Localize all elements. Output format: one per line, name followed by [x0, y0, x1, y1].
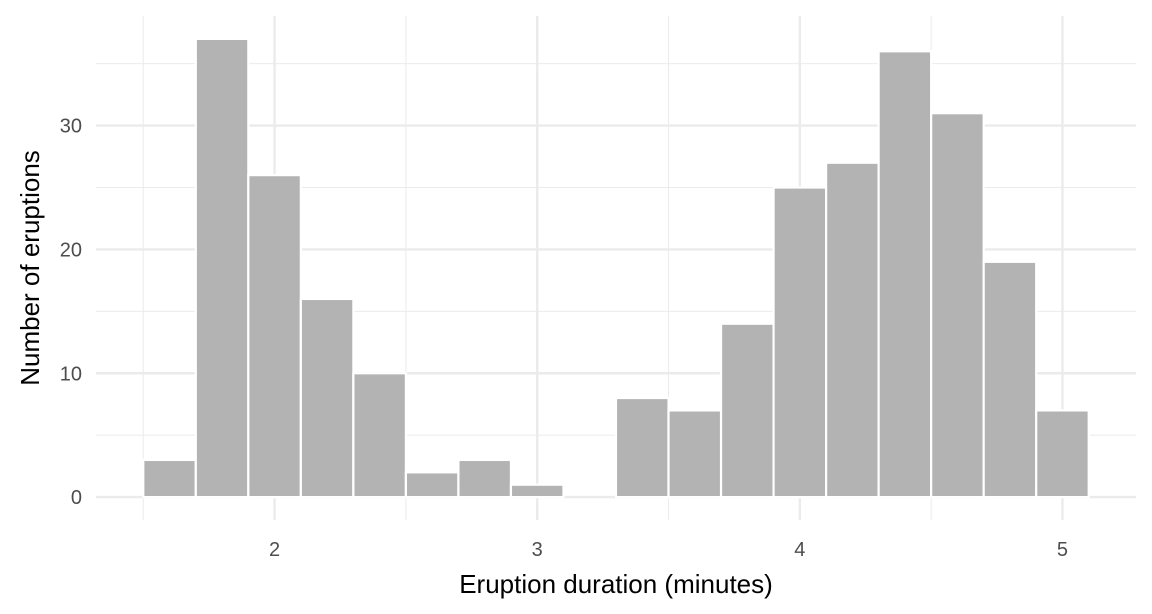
- histogram-bar: [877, 50, 933, 499]
- histogram-bar: [194, 37, 250, 499]
- histogram-bar: [1035, 409, 1090, 499]
- y-axis-title: Number of eruptions: [15, 150, 45, 386]
- histogram-bar: [509, 483, 565, 499]
- y-axis-tick-labels: 0 10 20 30: [60, 116, 82, 509]
- histogram-bars: [142, 37, 1090, 499]
- histogram-bar: [667, 409, 723, 499]
- histogram-bar: [142, 458, 197, 499]
- x-axis-tick-labels: 2 3 4 5: [269, 539, 1068, 561]
- histogram-bar: [614, 396, 670, 499]
- x-tick-label: 5: [1057, 539, 1068, 561]
- histogram-bar: [719, 322, 775, 499]
- y-tick-label: 10: [60, 363, 82, 385]
- x-tick-label: 2: [269, 539, 280, 561]
- y-tick-label: 0: [71, 487, 82, 509]
- histogram-bar: [457, 458, 513, 499]
- histogram-bar: [772, 186, 828, 499]
- histogram-bar: [930, 112, 985, 499]
- histogram-bar: [982, 260, 1038, 499]
- x-tick-label: 3: [532, 539, 543, 561]
- x-axis-title: Eruption duration (minutes): [459, 569, 773, 599]
- histogram-bar: [299, 297, 355, 499]
- y-tick-label: 30: [60, 116, 82, 138]
- y-tick-label: 20: [60, 239, 82, 261]
- x-tick-label: 4: [794, 539, 805, 561]
- histogram-bar: [352, 372, 407, 499]
- histogram-bar: [404, 471, 460, 499]
- histogram-bar: [825, 161, 880, 499]
- histogram-bar: [247, 174, 302, 499]
